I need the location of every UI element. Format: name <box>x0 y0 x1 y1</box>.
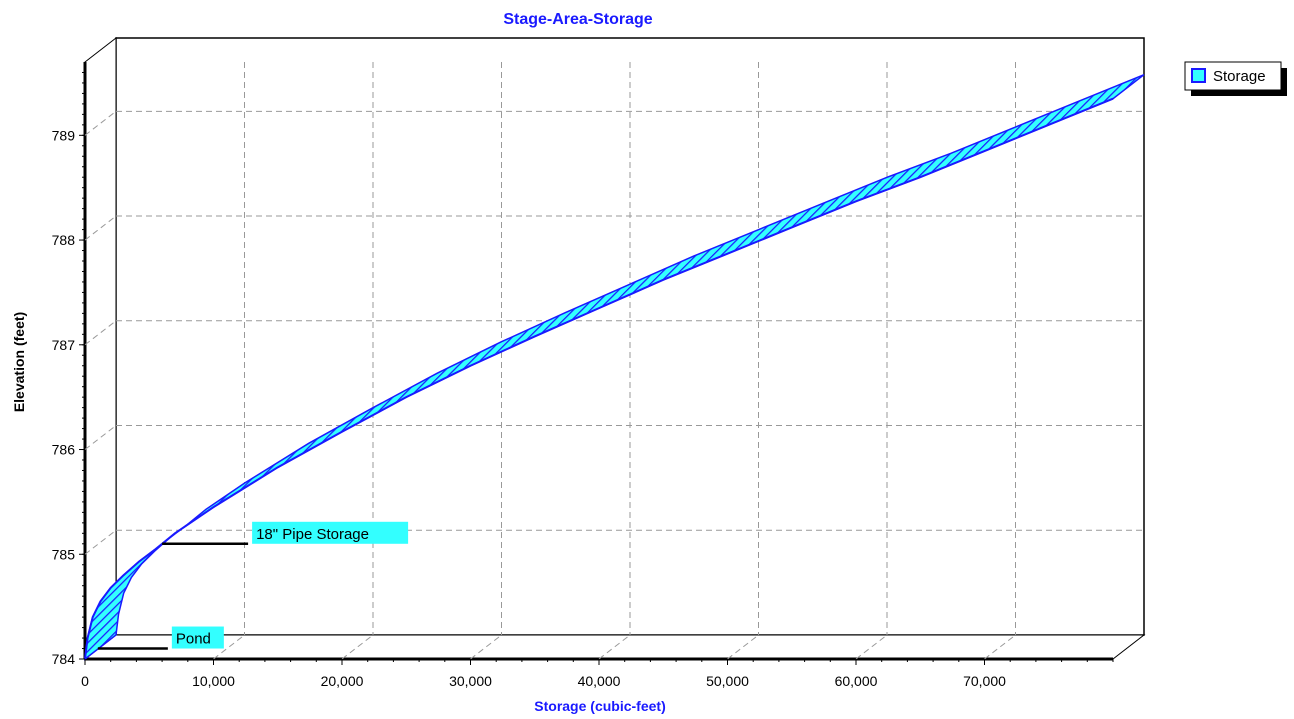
x-tick-label: 50,000 <box>706 673 749 689</box>
annotations: 18" Pipe Storage Pond <box>97 521 409 650</box>
annotation-box <box>171 626 224 649</box>
x-tick-label: 40,000 <box>578 673 621 689</box>
floor-grid-line <box>984 634 1016 660</box>
floor-grid-line <box>855 634 888 660</box>
storage-point <box>727 253 728 255</box>
legend: Storage <box>1184 61 1287 96</box>
y-tick-label: 784 <box>52 651 76 667</box>
y-axis-label: Elevation (feet) <box>11 312 27 412</box>
wall-grid-line <box>84 110 117 136</box>
annotation-label: 18" Pipe Storage <box>256 526 369 543</box>
floor-grid-line <box>341 634 374 660</box>
floor-grid-line <box>598 634 631 660</box>
y-tick-label: 785 <box>52 546 76 562</box>
storage-point <box>99 600 101 602</box>
x-tick-label: 20,000 <box>321 673 364 689</box>
x-axis-ticks: 0 10,000 20,000 30,000 40,000 50,000 60,000 70,… <box>81 659 1114 689</box>
storage-point <box>662 279 664 281</box>
storage-point <box>791 226 793 228</box>
wall-grid-line <box>84 529 117 555</box>
wall-grid-line <box>84 215 117 241</box>
storage-point <box>92 616 94 618</box>
wall-grid-line <box>84 320 117 346</box>
y-tick-label: 786 <box>52 442 76 458</box>
y-axis-ticks: 784 785 786 787 788 789 <box>52 71 85 667</box>
y-tick-label: 789 <box>52 127 76 143</box>
storage-point <box>1048 124 1050 126</box>
storage-point <box>534 335 536 337</box>
annotation-box <box>252 521 409 544</box>
storage-point <box>110 587 112 589</box>
x-tick-label: 0 <box>81 673 89 689</box>
storage-point <box>123 574 125 576</box>
floor-grid-line <box>213 634 245 660</box>
storage-point <box>174 532 176 534</box>
storage-point <box>213 506 214 508</box>
y-tick-label: 787 <box>52 337 76 353</box>
storage-point <box>87 637 89 639</box>
floor-grid-line <box>470 634 502 660</box>
legend-swatch <box>1191 68 1206 83</box>
storage-point <box>470 365 471 367</box>
chart-title: Stage-Area-Storage <box>503 11 652 28</box>
x-axis-label: Storage (cubic-feet) <box>534 698 665 714</box>
storage-point <box>984 150 985 152</box>
storage-line <box>84 97 1114 660</box>
storage-series <box>84 73 1145 661</box>
storage-point <box>138 561 140 563</box>
storage-point <box>1112 98 1114 100</box>
storage-point <box>341 431 343 433</box>
x-tick-label: 30,000 <box>449 673 492 689</box>
storage-point <box>155 548 157 550</box>
y-tick-label: 788 <box>52 232 76 248</box>
x-tick-label: 60,000 <box>835 673 878 689</box>
wall-grid-line <box>84 425 117 450</box>
storage-point <box>277 466 279 468</box>
annotation-label: Pond <box>176 631 211 648</box>
floor-grid-line <box>727 634 759 660</box>
storage-point <box>598 307 600 309</box>
legend-label: Storage <box>1213 68 1266 85</box>
storage-point <box>919 176 921 178</box>
storage-point <box>405 396 407 398</box>
x-tick-label: 70,000 <box>963 673 1006 689</box>
plot-frame <box>83 36 1146 661</box>
storage-point <box>855 200 857 202</box>
x-tick-label: 10,000 <box>192 673 235 689</box>
